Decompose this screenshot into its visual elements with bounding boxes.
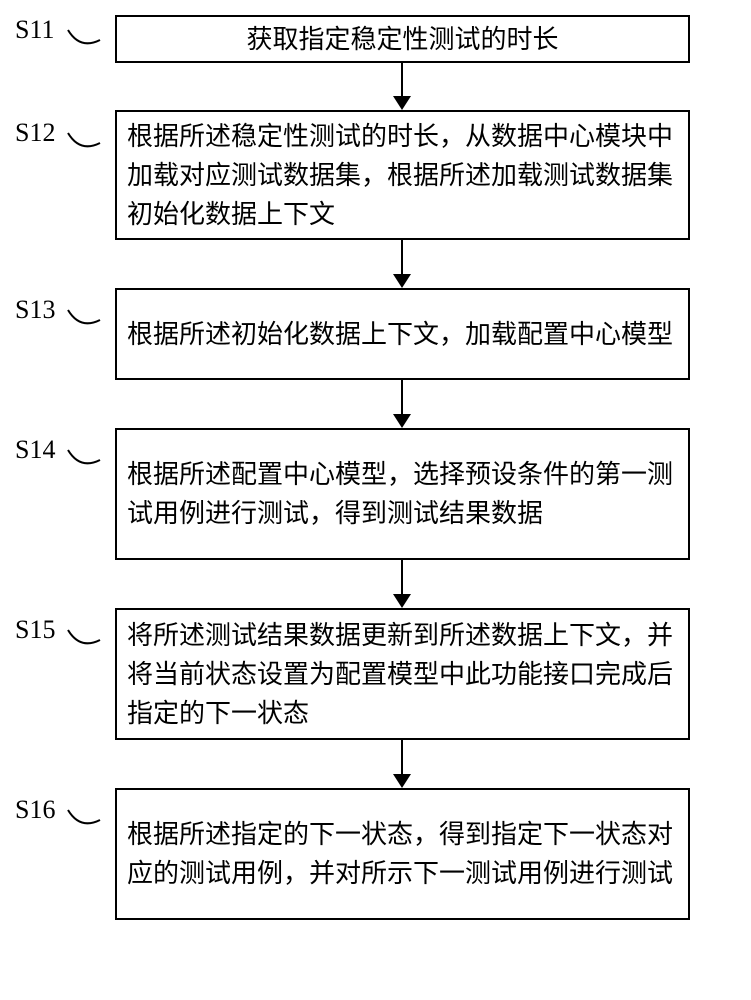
step-text: 根据所述稳定性测试的时长，从数据中心模块中加载对应测试数据集，根据所述加载测试数… <box>127 117 678 234</box>
step-text: 获取指定稳定性测试的时长 <box>127 20 678 59</box>
connector-s16 <box>0 0 120 850</box>
arrow-3 <box>393 380 411 428</box>
arrow-1 <box>393 63 411 110</box>
step-box-s11: 获取指定稳定性测试的时长 <box>115 15 690 63</box>
step-box-s13: 根据所述初始化数据上下文，加载配置中心模型 <box>115 288 690 380</box>
arrow-5 <box>393 740 411 788</box>
arrow-4 <box>393 560 411 608</box>
step-text: 根据所述指定的下一状态，得到指定下一状态对应的测试用例，并对所示下一测试用例进行… <box>127 815 678 893</box>
step-text: 根据所述初始化数据上下文，加载配置中心模型 <box>127 315 678 354</box>
step-text: 将所述测试结果数据更新到所述数据上下文，并将当前状态设置为配置模型中此功能接口完… <box>127 616 678 733</box>
step-box-s16: 根据所述指定的下一状态，得到指定下一状态对应的测试用例，并对所示下一测试用例进行… <box>115 788 690 920</box>
step-box-s14: 根据所述配置中心模型，选择预设条件的第一测试用例进行测试，得到测试结果数据 <box>115 428 690 560</box>
step-text: 根据所述配置中心模型，选择预设条件的第一测试用例进行测试，得到测试结果数据 <box>127 455 678 533</box>
arrow-2 <box>393 240 411 288</box>
step-box-s15: 将所述测试结果数据更新到所述数据上下文，并将当前状态设置为配置模型中此功能接口完… <box>115 608 690 740</box>
flowchart-container: S11 获取指定稳定性测试的时长 S12 根据所述稳定性测试的时长，从数据中心模… <box>0 0 751 1000</box>
step-box-s12: 根据所述稳定性测试的时长，从数据中心模块中加载对应测试数据集，根据所述加载测试数… <box>115 110 690 240</box>
